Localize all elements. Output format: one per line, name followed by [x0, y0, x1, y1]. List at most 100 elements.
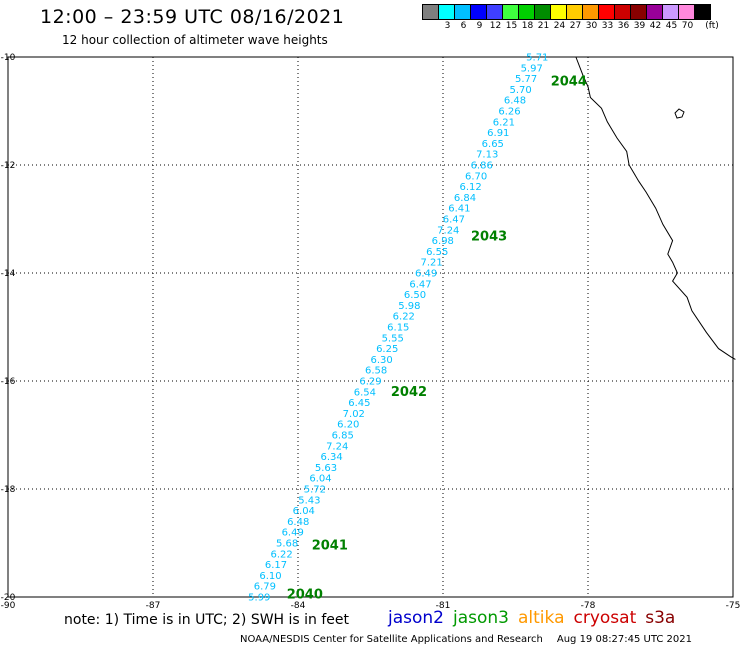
pass-time-label: 2044: [551, 74, 587, 89]
map-title: 12:00 – 23:59 UTC 08/16/2021: [40, 6, 345, 28]
legend-label: 21: [537, 21, 550, 31]
satellite-altika: altika: [518, 608, 565, 628]
swh-value: 6.12: [459, 182, 481, 193]
satellite-cryosat: cryosat: [573, 608, 637, 628]
legend-label: 9: [476, 21, 483, 31]
swh-value: 6.45: [348, 398, 370, 409]
longitude-tick-label: -90: [1, 601, 16, 611]
legend-label: 18: [521, 21, 534, 31]
longitude-tick-label: -75: [726, 601, 740, 611]
satellite-key: jason2 jason3 altika cryosat s3a: [388, 608, 684, 628]
swh-value: 6.21: [493, 117, 515, 128]
credit-text: NOAA/NESDIS Center for Satellite Applica…: [240, 634, 543, 645]
swh-value: 5.71: [526, 53, 548, 64]
longitude-tick-label: -81: [436, 601, 451, 611]
footnote: note: 1) Time is in UTC; 2) SWH is in fe…: [64, 612, 350, 628]
swh-value: 5.55: [382, 333, 404, 344]
legend-label: 33: [601, 21, 614, 31]
swh-value: 6.15: [387, 323, 409, 334]
legend-label: 12: [489, 21, 502, 31]
swh-value: 6.70: [465, 171, 487, 182]
generated-timestamp: Aug 19 08:27:45 UTC 2021: [556, 634, 693, 645]
swh-value: 7.21: [420, 258, 442, 269]
swh-value: 6.84: [454, 193, 476, 204]
legend-label: 3: [444, 21, 451, 31]
swh-value: 6.86: [471, 161, 493, 172]
swh-value: 6.49: [282, 528, 304, 539]
pass-time-label: 2040: [287, 587, 323, 602]
map-frame: [7, 56, 734, 598]
latitude-tick-label: -20: [1, 593, 16, 603]
swh-value: 6.22: [393, 312, 415, 323]
legend-label: 27: [569, 21, 582, 31]
latitude-tick-label: -18: [1, 485, 16, 495]
satellite-jason2: jason2: [388, 608, 444, 628]
legend-unit: (ft): [705, 21, 719, 31]
color-legend: 3 6 9 12 15 18 21 24 27 30 33 36 39 42 45 70 (ft): [422, 4, 719, 34]
swh-value: 6.34: [320, 452, 342, 463]
swh-value: 6.50: [404, 290, 426, 301]
legend-label: 30: [585, 21, 598, 31]
longitude-tick-label: -78: [581, 601, 596, 611]
swh-value: 6.85: [332, 431, 354, 442]
swh-value: 5.63: [315, 463, 337, 474]
legend-label: 70: [681, 21, 694, 31]
latitude-tick-label: -10: [1, 53, 16, 63]
map-subtitle: 12 hour collection of altimeter wave hei…: [62, 33, 328, 47]
satellite-s3a: s3a: [645, 608, 676, 628]
swh-value: 5.99: [248, 593, 270, 604]
swh-value: 6.55: [426, 247, 448, 258]
longitude-tick-label: -87: [146, 601, 161, 611]
satellite-jason3: jason3: [453, 608, 509, 628]
swh-value: 6.29: [359, 377, 381, 388]
swh-value: 6.41: [448, 204, 470, 215]
credit-line: NOAA/NESDIS Center for Satellite Applica…: [240, 634, 692, 645]
swh-value: 6.20: [337, 420, 359, 431]
swh-value: 6.48: [504, 96, 526, 107]
coastline: [575, 56, 736, 360]
longitude-tick-label: -84: [291, 601, 306, 611]
swh-value: 6.54: [354, 387, 376, 398]
swh-value: 6.65: [482, 139, 504, 150]
pass-time-label: 2041: [312, 539, 348, 554]
legend-label: 36: [617, 21, 630, 31]
swh-value: 6.58: [365, 366, 387, 377]
swh-value: 5.98: [398, 301, 420, 312]
swh-value: 5.70: [509, 85, 531, 96]
legend-label: 6: [460, 21, 467, 31]
island-outline: [674, 108, 685, 119]
swh-value: 6.17: [265, 560, 287, 571]
swh-value: 6.79: [254, 582, 276, 593]
latitude-tick-label: -14: [1, 269, 16, 279]
swh-value: 6.48: [287, 517, 309, 528]
swh-value: 6.10: [259, 571, 281, 582]
swh-value: 6.22: [270, 549, 292, 560]
legend-label: 42: [649, 21, 662, 31]
legend-swatches: [422, 4, 711, 20]
legend-label: 39: [633, 21, 646, 31]
swh-value: 6.25: [376, 344, 398, 355]
swh-value: 5.72: [304, 485, 326, 496]
swh-value: 5.68: [276, 539, 298, 550]
swh-value: 5.43: [298, 495, 320, 506]
swh-value: 7.13: [476, 150, 498, 161]
swh-value: 6.26: [498, 107, 520, 118]
legend-label: 15: [505, 21, 518, 31]
swh-value: 5.97: [521, 63, 543, 74]
swh-value: 7.02: [343, 409, 365, 420]
swh-value: 6.04: [309, 474, 331, 485]
swh-value: 6.91: [487, 128, 509, 139]
swh-value: 6.47: [443, 215, 465, 226]
legend-label: 45: [665, 21, 678, 31]
swh-value: 7.24: [437, 225, 459, 236]
latitude-tick-label: -16: [1, 377, 16, 387]
legend-swatch: [694, 4, 711, 20]
swh-value: 7.24: [326, 441, 348, 452]
legend-labels: 3 6 9 12 15 18 21 24 27 30 33 36 39 42 45 70 (ft): [422, 20, 719, 34]
swh-value: 5.77: [515, 74, 537, 85]
latitude-tick-label: -12: [1, 161, 16, 171]
swh-value: 6.49: [415, 269, 437, 280]
swh-value: 6.98: [432, 236, 454, 247]
swh-value: 6.30: [370, 355, 392, 366]
